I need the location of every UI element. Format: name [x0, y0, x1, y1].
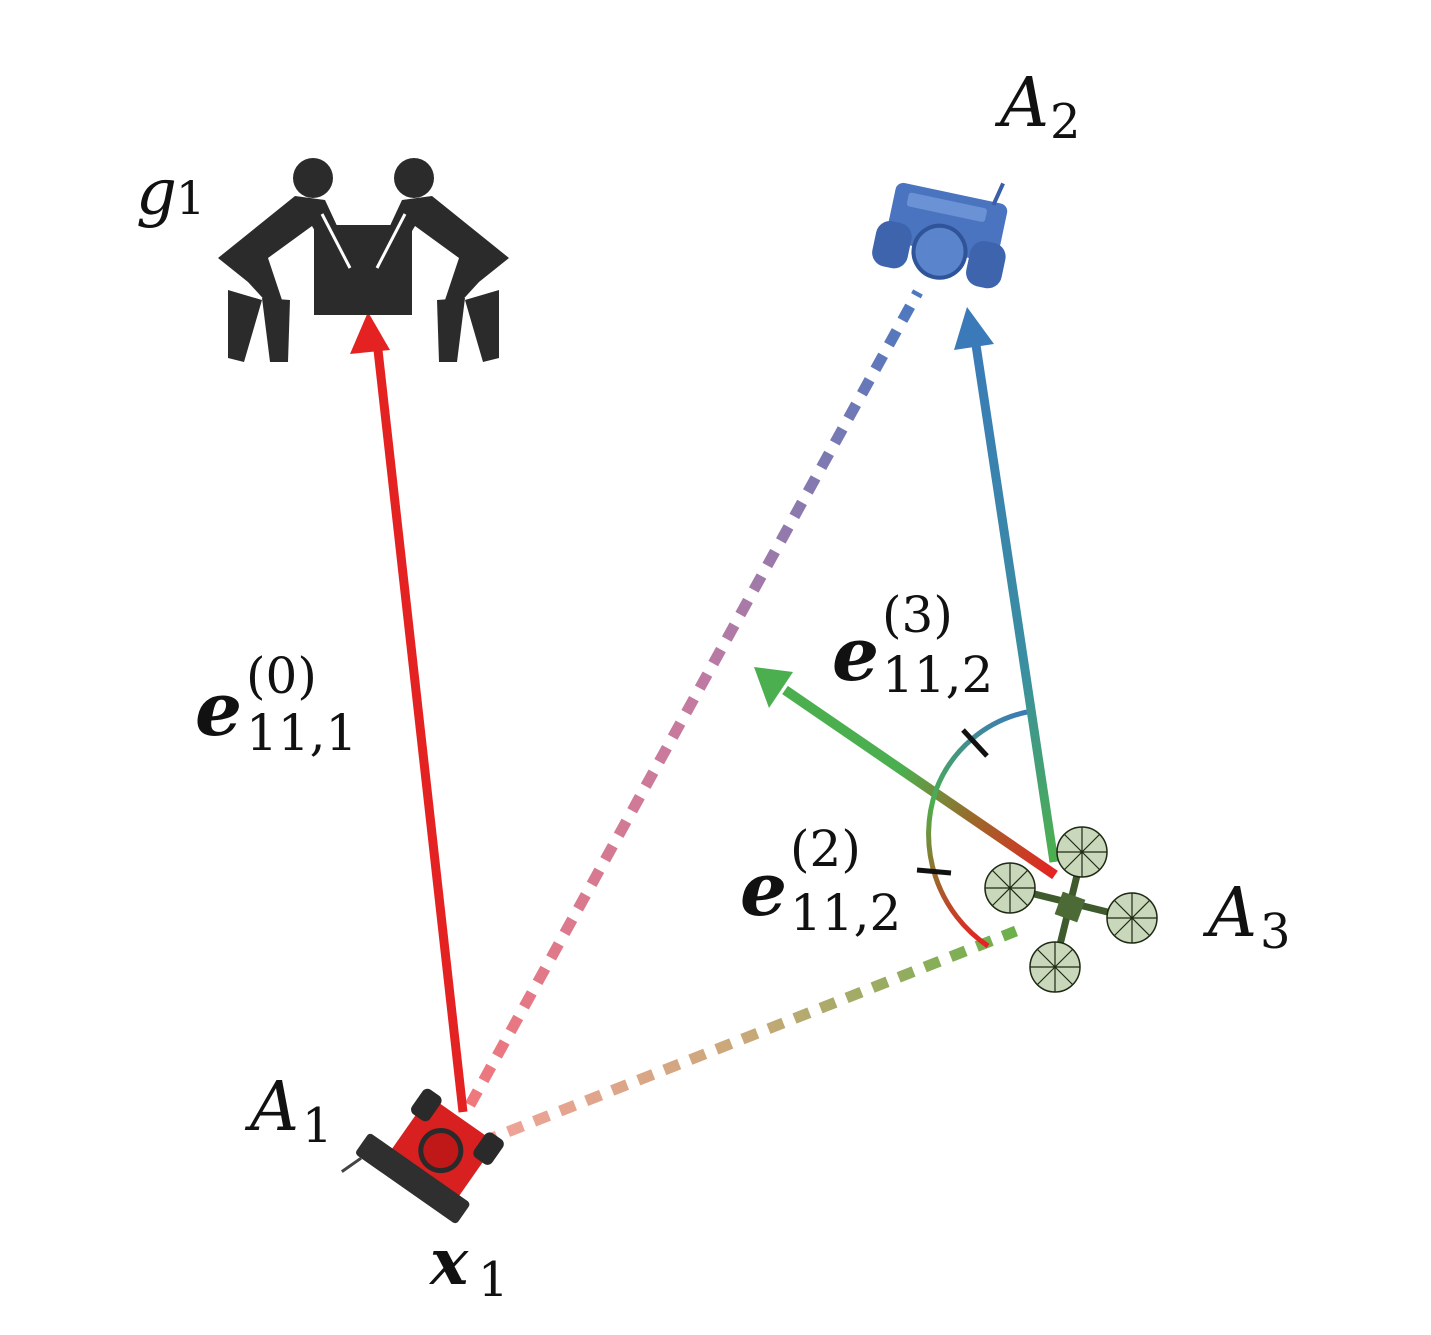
label-e2-sup: (2) [790, 820, 861, 878]
label-e3: e (3) 11,2 [832, 586, 993, 704]
two-people-lifting-box-icon [218, 158, 509, 362]
arrow-e3 [954, 307, 1059, 863]
quadcopter-drone-icon [984, 826, 1158, 993]
label-e2-base: e [740, 847, 787, 933]
label-e0-sup: (0) [246, 647, 317, 705]
label-x1-sub: 1 [478, 1252, 509, 1308]
link-a1-a3 [479, 925, 1019, 1148]
label-a1: A 1 [244, 1068, 333, 1154]
angle-arc [926, 709, 1028, 949]
label-a2: A 2 [994, 64, 1081, 150]
label-e0: e (0) 11,1 [195, 647, 357, 762]
label-a3: A 3 [1202, 874, 1291, 960]
label-e3-sup: (3) [882, 586, 953, 644]
label-e3-sub: 11,2 [882, 646, 993, 704]
label-a1-base: A [244, 1068, 299, 1147]
label-e3-base: e [832, 612, 879, 698]
label-a3-sub: 3 [1260, 904, 1291, 960]
link-a1-a2 [465, 289, 923, 1108]
arc-tick-lower [916, 867, 952, 876]
label-e0-sub: 11,1 [246, 704, 357, 762]
label-g1-base: g [136, 156, 177, 230]
label-x1-base: x [428, 1225, 469, 1300]
label-a2-base: A [994, 64, 1049, 143]
red-ground-robot-icon [340, 1088, 504, 1224]
label-g1: g 1 [136, 156, 205, 230]
label-e2-sub: 11,2 [790, 884, 901, 942]
label-a3-base: A [1202, 874, 1257, 953]
arrow-e0 [350, 312, 468, 1113]
blue-ground-robot-icon [872, 182, 1008, 289]
label-e2: e (2) 11,2 [740, 820, 901, 942]
arc-tick-upper [961, 728, 989, 758]
label-a1-sub: 1 [302, 1098, 333, 1154]
label-x1: x 1 [428, 1225, 509, 1308]
label-a2-sub: 2 [1050, 94, 1081, 150]
label-g1-sub: 1 [176, 171, 205, 225]
arrow-e2 [754, 667, 1058, 880]
label-e0-base: e [195, 667, 242, 753]
